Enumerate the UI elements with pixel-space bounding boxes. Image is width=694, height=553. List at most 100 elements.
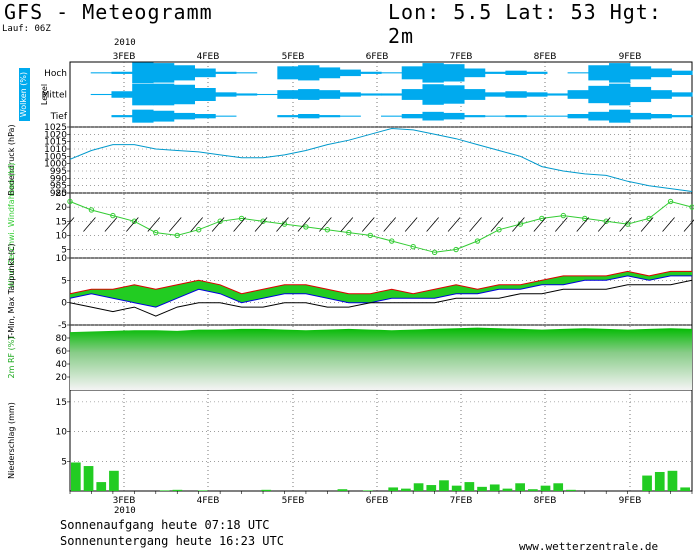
cloud-cell-tief — [215, 115, 237, 117]
precip-bar — [96, 482, 107, 491]
wind-barb — [447, 217, 461, 232]
location-label: Lon: 5.5 Lat: 53 Hgt: 2m — [388, 0, 662, 48]
wind-barb — [640, 217, 654, 232]
humidity-area — [70, 327, 692, 390]
cloud-cell-mittel — [422, 84, 444, 105]
cloud-cell-tief — [505, 115, 527, 118]
wind-barb — [319, 217, 332, 232]
cloud-cell-mittel — [526, 92, 548, 97]
sunrise-text: Sonnenaufgang heute 07:18 UTC — [60, 518, 270, 532]
cloud-cell-mittel — [609, 83, 631, 106]
cloud-cell-hoch — [629, 66, 652, 80]
level-axis-label: Level — [40, 84, 49, 105]
cloud-cell-tief — [381, 115, 403, 117]
cloud-level-label: Hoch — [44, 69, 67, 79]
labels-layer: 3FEB 3FEB 4FEB 4FEB 5FEB 5FEB 6FEB 6FEB 7FEB 7FEB… — [7, 52, 641, 506]
cloud-cell-mittel — [277, 90, 299, 99]
y-tick-label-precipitation: 10 — [56, 428, 68, 438]
cloud-cell-tief — [298, 114, 320, 119]
cloud-cell-hoch — [152, 63, 175, 83]
y-tick-label-pressure: 1005 — [44, 152, 67, 162]
pressure-line — [69, 127, 693, 192]
cloud-level-label: Mittel — [42, 91, 67, 101]
precip-bar — [540, 485, 551, 491]
y-tick-label-wind: 15 — [56, 217, 67, 227]
wind-speed-point — [217, 218, 223, 224]
x-tick-label-top: 7FEB — [450, 52, 473, 62]
precip-bar — [197, 490, 208, 491]
cloud-cell-tief — [671, 115, 693, 118]
precip-bar — [172, 489, 183, 491]
wind-barb — [512, 217, 525, 232]
y-tick-label-precipitation: 5 — [61, 457, 67, 467]
y-tick-label-pressure: 1010 — [44, 145, 67, 155]
wind-speed-point — [646, 215, 652, 222]
cloud-level-label: Tief — [50, 112, 68, 122]
panel-frame-wind — [69, 192, 693, 259]
cloud-cell-tief — [484, 115, 506, 117]
x-tick-label-top: 9FEB — [619, 52, 642, 62]
cloud-cell-hoch — [298, 65, 320, 81]
wind-speed-point — [367, 232, 373, 239]
precip-bar — [413, 483, 424, 491]
y-tick-label-wind: 10 — [56, 231, 68, 241]
x-tick-label-top: 3FEB — [113, 52, 136, 62]
precip-bar — [159, 490, 170, 491]
y-axis-label-temperature: T-Min, Max Taupunkt (C) — [7, 243, 16, 340]
cloud-cell-tief — [152, 110, 175, 122]
wind-speed-point — [303, 224, 309, 230]
x-tick-label-top: 8FEB — [534, 52, 557, 62]
cloud-cell-mittel — [463, 89, 486, 100]
cloud-label-background — [19, 68, 30, 121]
wind-speed-point — [88, 207, 95, 213]
x-tick-label-bottom: 6FEB — [366, 496, 389, 506]
precip-bar — [654, 471, 665, 491]
panel-frame-pressure — [69, 126, 693, 194]
cloud-cell-hoch — [588, 65, 610, 81]
wind-barb — [233, 217, 246, 232]
y-tick-label-pressure: 985 — [50, 182, 67, 192]
cloud-cell-mittel — [298, 89, 320, 100]
wind-barb — [340, 217, 354, 232]
precip-bar — [566, 489, 576, 491]
tmax-line — [69, 270, 692, 295]
y-tick-label-pressure: 980 — [50, 189, 67, 199]
precip-bar — [261, 489, 272, 491]
precip-bar — [502, 488, 513, 491]
wind-barb — [104, 217, 118, 232]
year-label-bottom: 2010 — [114, 506, 136, 516]
y-tick-label-pressure: 995 — [50, 167, 67, 177]
dewpoint-line — [69, 279, 693, 317]
cloud-cell-mittel — [194, 88, 216, 101]
tmin-line — [69, 275, 692, 308]
precip-bar — [109, 470, 119, 491]
cloud-cell-hoch — [318, 67, 341, 79]
y-tick-label-wind: 25 — [56, 189, 67, 199]
cloud-cell-tief — [339, 115, 361, 117]
wind-barb — [404, 217, 418, 232]
page-title: GFS - Meteogramm — [4, 0, 213, 24]
cloud-cell-tief — [111, 115, 133, 118]
wind-speed-point — [260, 218, 266, 224]
cloud-cell-mittel — [152, 83, 175, 106]
wind-speed-point — [131, 218, 138, 224]
cloud-cell-mittel — [546, 93, 569, 96]
y-axis-label-pressure: Bodendruck (hPa) — [7, 124, 16, 195]
wind-speed-point — [453, 246, 459, 253]
precip-bar — [477, 486, 487, 491]
y-axis-label-wind: Wind Geschwi. Windfahnen (kt) — [7, 163, 16, 289]
wind-speed-point — [410, 243, 416, 250]
wind-barb — [361, 217, 375, 232]
y-axis-label-clouds: Wolken (%) — [19, 72, 28, 117]
y-tick-label-wind: 5 — [61, 246, 67, 256]
site-url: www.wetterzentrale.de — [519, 540, 659, 553]
y-tick-label-pressure: 1015 — [44, 138, 67, 148]
x-tick-label-top: 4FEB — [197, 52, 220, 62]
precip-bar — [401, 488, 411, 491]
cloud-cell-tief — [318, 115, 341, 118]
wind-barb — [576, 217, 590, 232]
wind-barb — [168, 217, 182, 232]
wind-speed-point — [431, 249, 438, 256]
cloud-cell-tief — [173, 112, 195, 120]
